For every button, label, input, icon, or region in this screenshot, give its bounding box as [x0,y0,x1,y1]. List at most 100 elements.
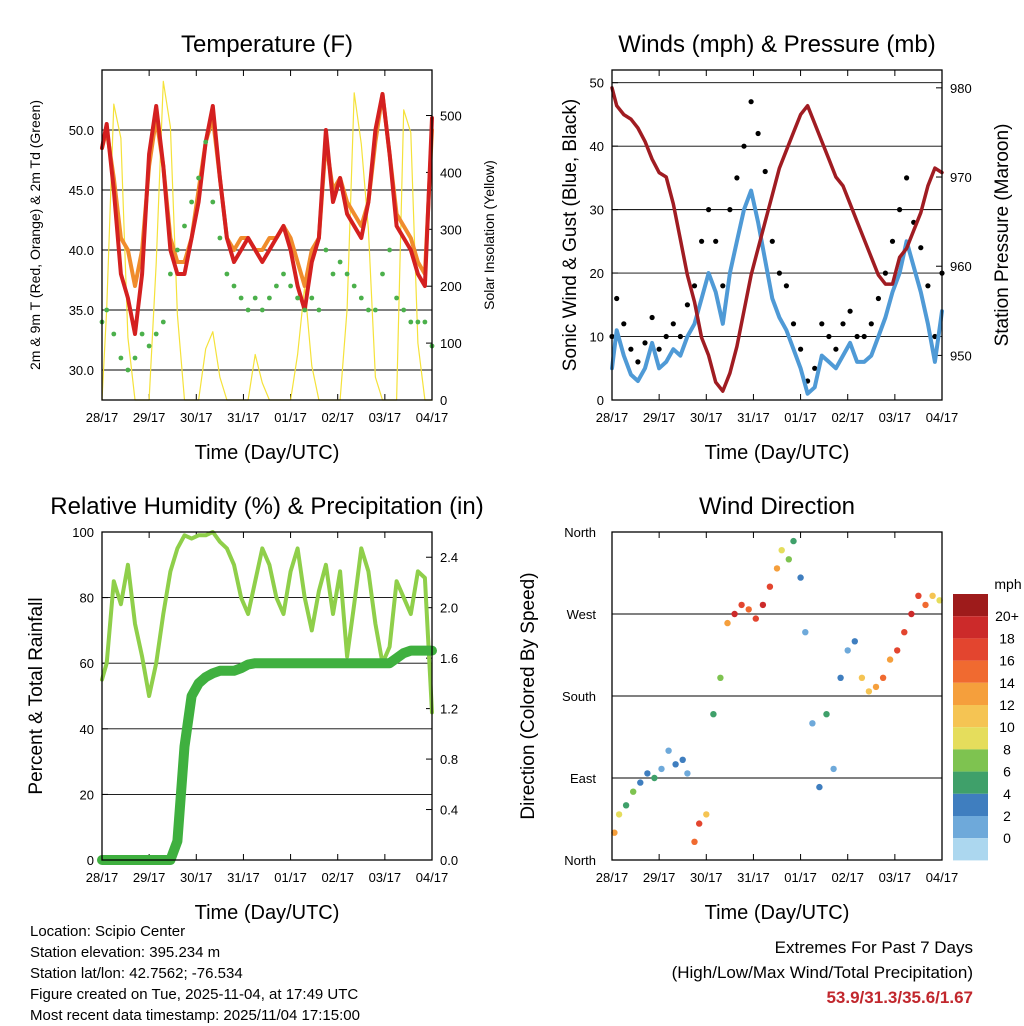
td-point [245,307,251,313]
direction-point [844,647,851,654]
station-info: Location: Scipio Center Station elevatio… [30,921,360,1026]
x-tick-label: 29/17 [643,870,676,885]
td-point [189,199,195,205]
gust-point [642,340,648,346]
direction-point [637,779,644,786]
td-point [238,295,244,301]
direction-point [915,592,922,599]
x-tick-label: 28/17 [86,870,119,885]
x-tick-label: 03/17 [369,410,402,425]
direction-point [759,601,767,609]
temp-y-tick-label: 40.0 [69,243,94,258]
direction-tick-label: West [567,607,597,622]
colorbar-swatch [953,682,988,705]
direction-point [802,629,809,636]
td-point [196,175,202,181]
colorbar-label: 16 [999,653,1015,669]
gust-point [925,283,931,289]
colorbar-label: 14 [999,675,1015,691]
gust-point [769,238,775,244]
direction-point [696,820,703,827]
y-axis-right-label-1: Solar Insolation (Yellow) [481,160,497,310]
gust-point [904,175,910,181]
solar-y-tick-label: 400 [440,165,462,180]
x-tick-label: 01/17 [274,410,307,425]
direction-point [894,647,901,654]
gust-point [727,207,733,213]
x-tick-label: 04/17 [416,410,449,425]
td-point [267,295,272,301]
td-point [366,307,371,313]
gust-point [677,333,684,340]
direction-point [752,615,759,622]
gust-point [826,333,832,340]
gust-point [833,346,839,352]
gust-point [720,283,726,289]
gust-point [868,321,874,327]
gust-point [783,283,790,289]
gust-point [762,168,768,175]
td-point [415,319,421,325]
x-tick-label: 03/17 [369,870,402,885]
wind-y-tick-label: 0 [597,393,604,408]
direction-point [717,674,724,681]
td-point [380,271,385,277]
pressure-series-line [610,86,944,393]
direction-point [785,556,792,563]
td-point [373,307,378,313]
plot-frame [101,531,433,861]
solar-y-tick-label: 200 [440,279,462,294]
gust-point [882,270,889,276]
gust-point [854,333,860,340]
gust-point [684,302,691,308]
direction-point [731,610,738,618]
x-tick-label: 04/17 [416,870,449,885]
x-tick-label: 01/17 [784,410,817,425]
gust-point [635,359,641,365]
td-point [160,319,166,325]
direction-point [929,592,936,599]
gust-point [706,207,712,213]
direction-point [865,688,873,695]
x-tick-label: 04/17 [926,870,959,885]
td-point [231,283,237,289]
plot-frame [611,69,943,401]
colorbar-label: 20+ [995,608,1019,624]
direction-point [816,783,823,791]
direction-point [790,537,797,545]
t2m-series-line [100,92,434,336]
direction-point [658,765,665,773]
gust-point [734,175,740,181]
x-tick-label: 03/17 [879,870,912,885]
rh-y-tick-label: 40 [80,722,94,737]
td-point [351,283,357,289]
gust-point [699,238,705,244]
gust-point [628,346,634,352]
x-tick-label: 29/17 [133,870,166,885]
td-point [330,271,336,277]
temp-y-tick-label: 50.0 [69,123,94,138]
td-point [281,271,286,277]
td-point [139,331,145,337]
gust-point [918,245,924,251]
direction-point [679,756,686,763]
direction-point [724,619,731,627]
direction-point [611,829,618,836]
direction-point [651,774,658,782]
td-point [401,307,407,313]
td-point [217,235,223,241]
direction-point [703,811,710,818]
panel-title-3: Relative Humidity (%) & Precipitation (i… [50,493,483,520]
direction-point [644,770,651,777]
direction-point [823,711,830,718]
td-point [337,259,343,265]
td-point [125,367,131,373]
pressure-y-tick-label: 970 [950,170,972,185]
pressure-y-tick-label: 980 [950,81,972,96]
rh-y-tick-label: 0 [87,853,94,868]
td-point [358,295,364,301]
panel-title-1: Temperature (F) [181,31,353,58]
td-point [252,295,258,301]
gust-point [621,321,627,327]
y-axis-label-3: Percent & Total Rainfall [26,597,47,794]
